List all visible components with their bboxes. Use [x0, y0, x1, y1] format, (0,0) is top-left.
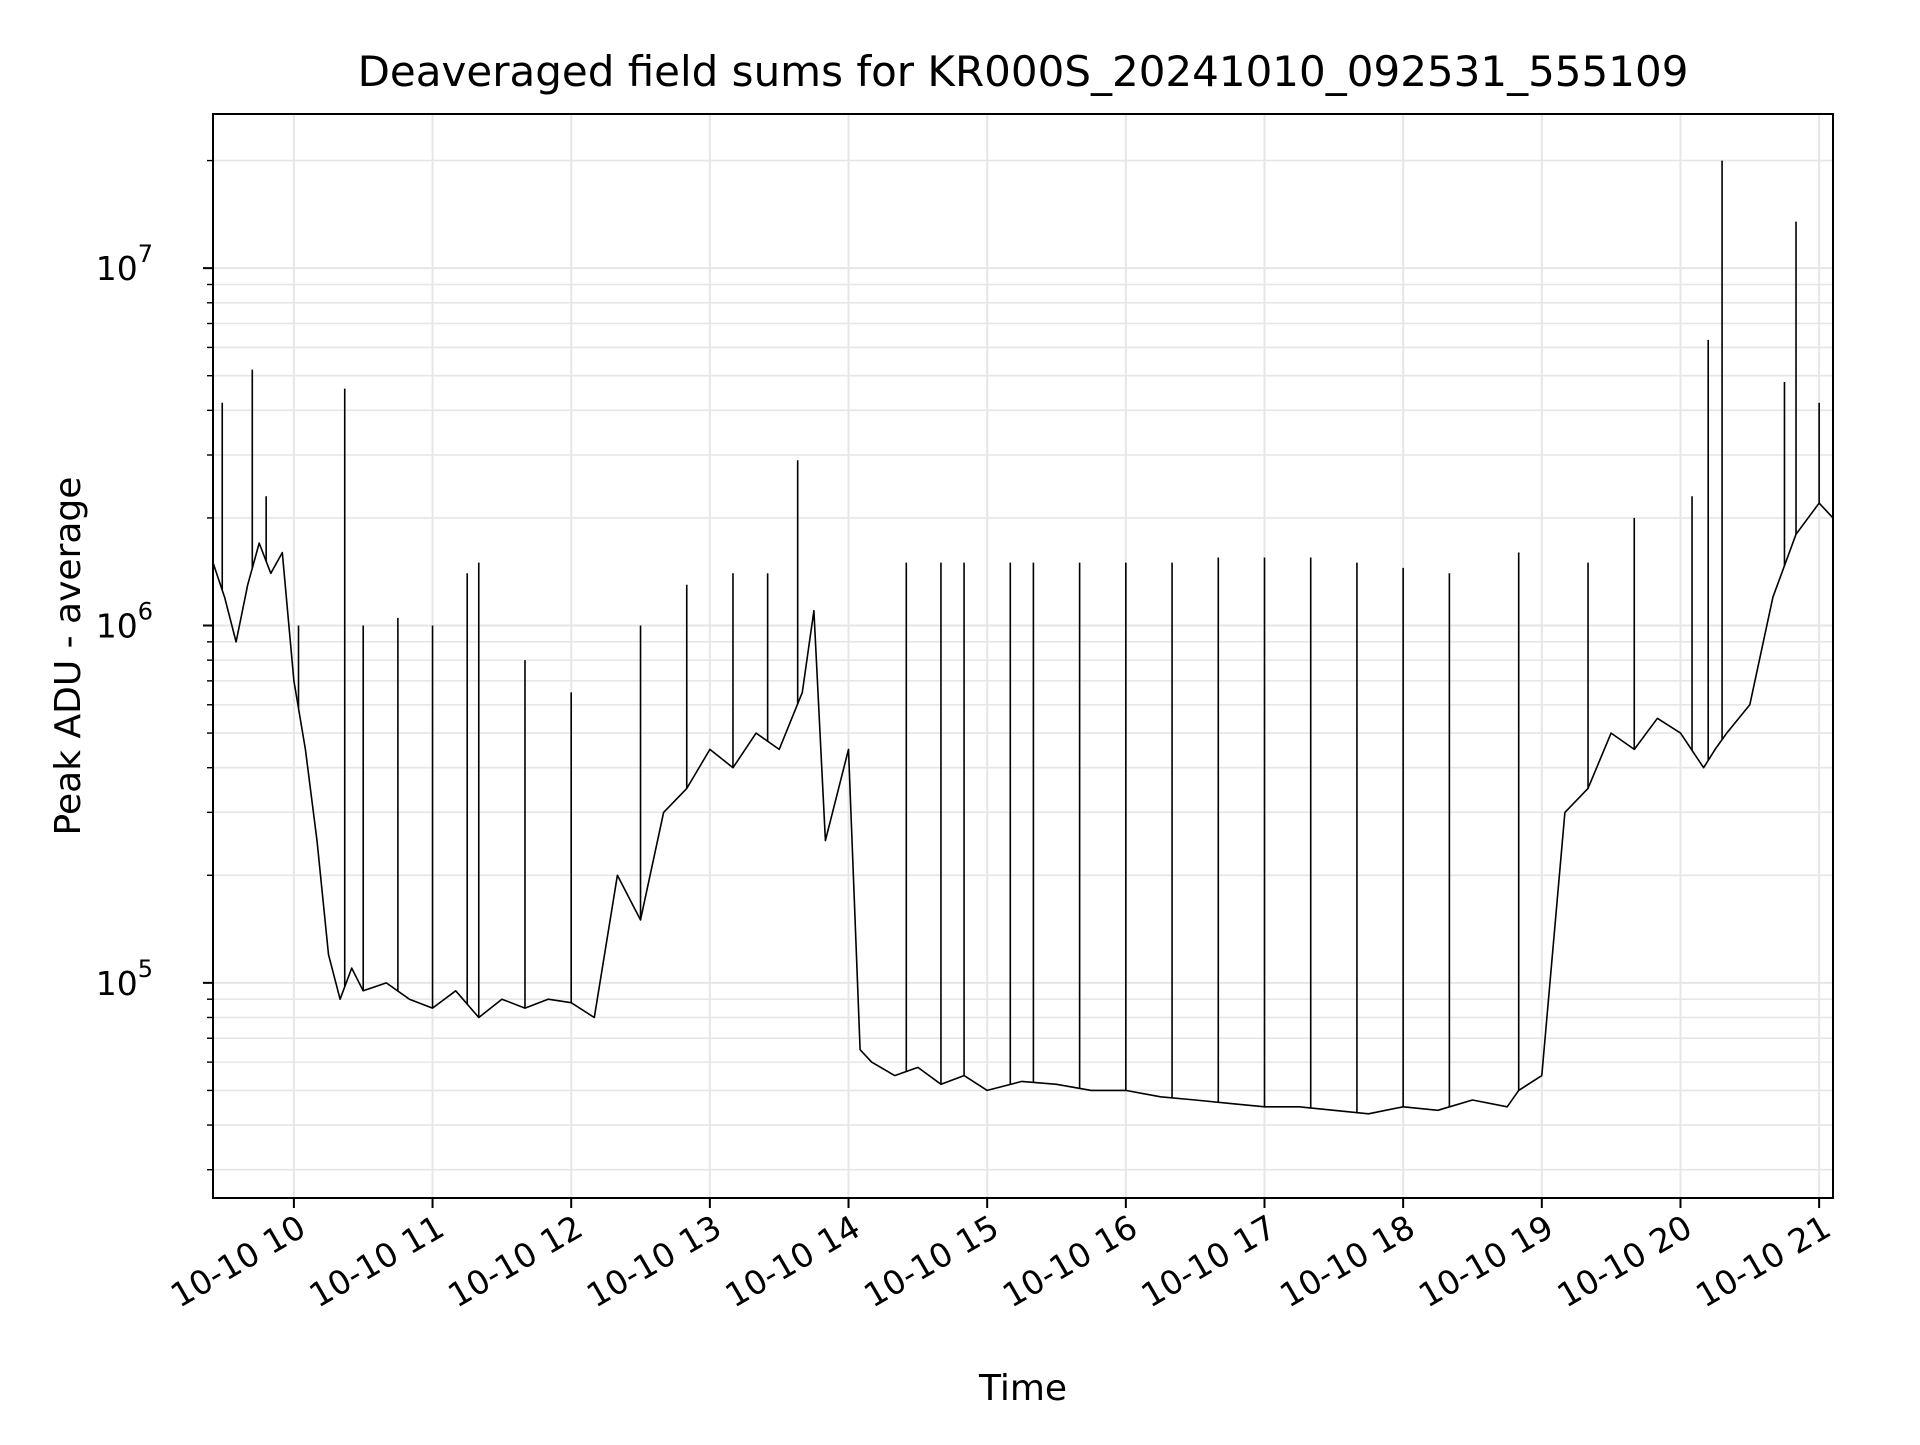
- y-tick-label: 105: [96, 955, 153, 1003]
- y-tick-label: 107: [96, 240, 153, 288]
- y-tick-base: 10: [96, 249, 138, 288]
- y-tick-exponent: 7: [138, 240, 153, 268]
- y-axis-label: Peak ADU - average: [48, 477, 89, 836]
- y-tick-base: 10: [96, 964, 138, 1003]
- data-series: [212, 160, 1834, 1115]
- y-tick-exponent: 6: [138, 598, 153, 626]
- y-tick-exponent: 5: [138, 955, 153, 983]
- x-axis-label: Time: [978, 1368, 1067, 1409]
- plot-frame: [212, 113, 1834, 1199]
- y-tick-label: 106: [96, 598, 153, 646]
- series-line: [212, 502, 1834, 1115]
- y-tick-base: 10: [96, 607, 138, 646]
- chart-title: Deaveraged field sums for KR000S_2024101…: [358, 47, 1689, 96]
